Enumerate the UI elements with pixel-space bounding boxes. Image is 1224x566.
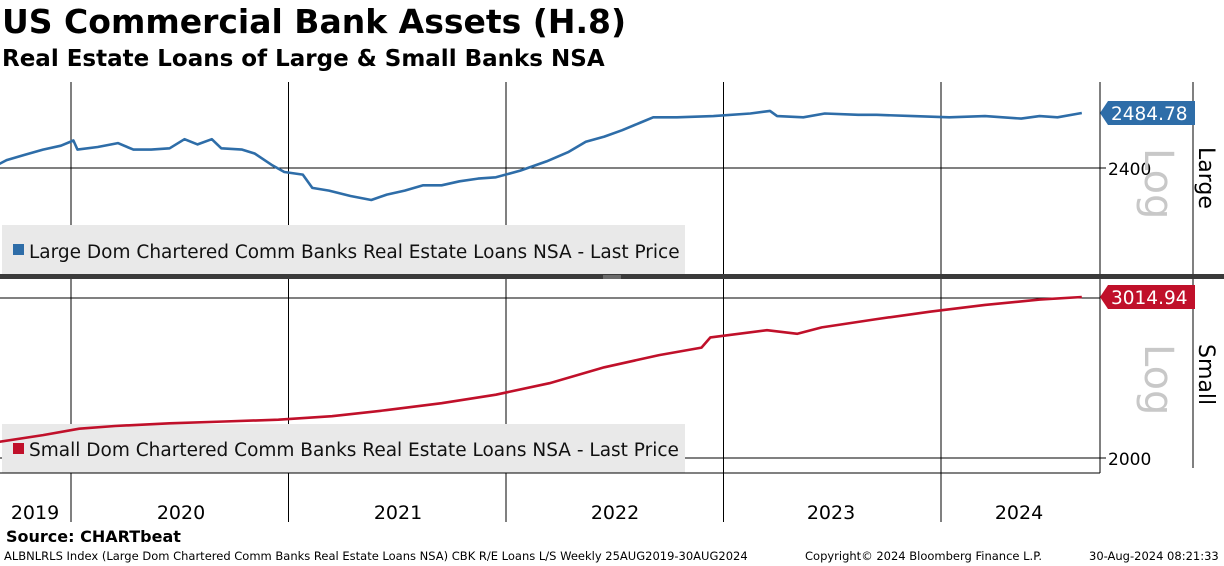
chart-subtitle: Real Estate Loans of Large & Small Banks…: [2, 46, 605, 72]
year-label-2024: 2024: [995, 502, 1043, 524]
year-label-2023: 2023: [807, 502, 855, 524]
bottom-legend-swatch: [13, 443, 24, 454]
bottom-panel: Small Dom Chartered Comm Banks Real Esta…: [0, 295, 1082, 473]
top-log-scale-label: Log: [1135, 148, 1181, 219]
index-description: ALBNLRLS Index (Large Dom Chartered Comm…: [4, 549, 748, 563]
timestamp-text: 30-Aug-2024 08:21:33: [1089, 549, 1219, 563]
x-axis-year-labels: 2019 2020 2021 2022 2023 2024: [11, 502, 1043, 524]
top-price-tag-bg: [1100, 101, 1195, 125]
top-legend-box: [2, 225, 685, 275]
top-legend-swatch: [13, 244, 24, 255]
source-label: Source: CHARTbeat: [6, 527, 181, 546]
top-last-price: 2484.78: [1111, 104, 1188, 125]
year-label-2020: 2020: [157, 502, 205, 524]
year-label-2021: 2021: [374, 502, 422, 524]
top-side-label: Large: [1193, 147, 1218, 209]
bottom-side-label: Small: [1193, 344, 1218, 405]
top-panel: Large Dom Chartered Comm Banks Real Esta…: [0, 109, 1083, 275]
year-label-2019: 2019: [11, 502, 59, 524]
bottom-y-tick-label: 2000: [1108, 450, 1151, 470]
top-legend-label: Large Dom Chartered Comm Banks Real Esta…: [29, 242, 680, 263]
copyright-text: Copyright© 2024 Bloomberg Finance L.P.: [805, 549, 1042, 563]
bottom-price-tag: 3014.94: [1100, 285, 1195, 309]
bottom-log-scale-label: Log: [1135, 344, 1181, 415]
bottom-price-tag-bg: [1100, 285, 1195, 309]
small-banks-series-line: [0, 295, 1082, 444]
top-price-tag: 2484.78: [1100, 101, 1195, 125]
year-label-2022: 2022: [591, 502, 639, 524]
bottom-last-price: 3014.94: [1111, 288, 1188, 309]
bottom-legend-label: Small Dom Chartered Comm Banks Real Esta…: [29, 440, 679, 461]
chart-title: US Commercial Bank Assets (H.8): [2, 2, 627, 41]
large-banks-series-line: [0, 109, 1083, 202]
bottom-legend-box: [2, 424, 685, 473]
top-y-tick-label: 2400: [1108, 160, 1151, 180]
